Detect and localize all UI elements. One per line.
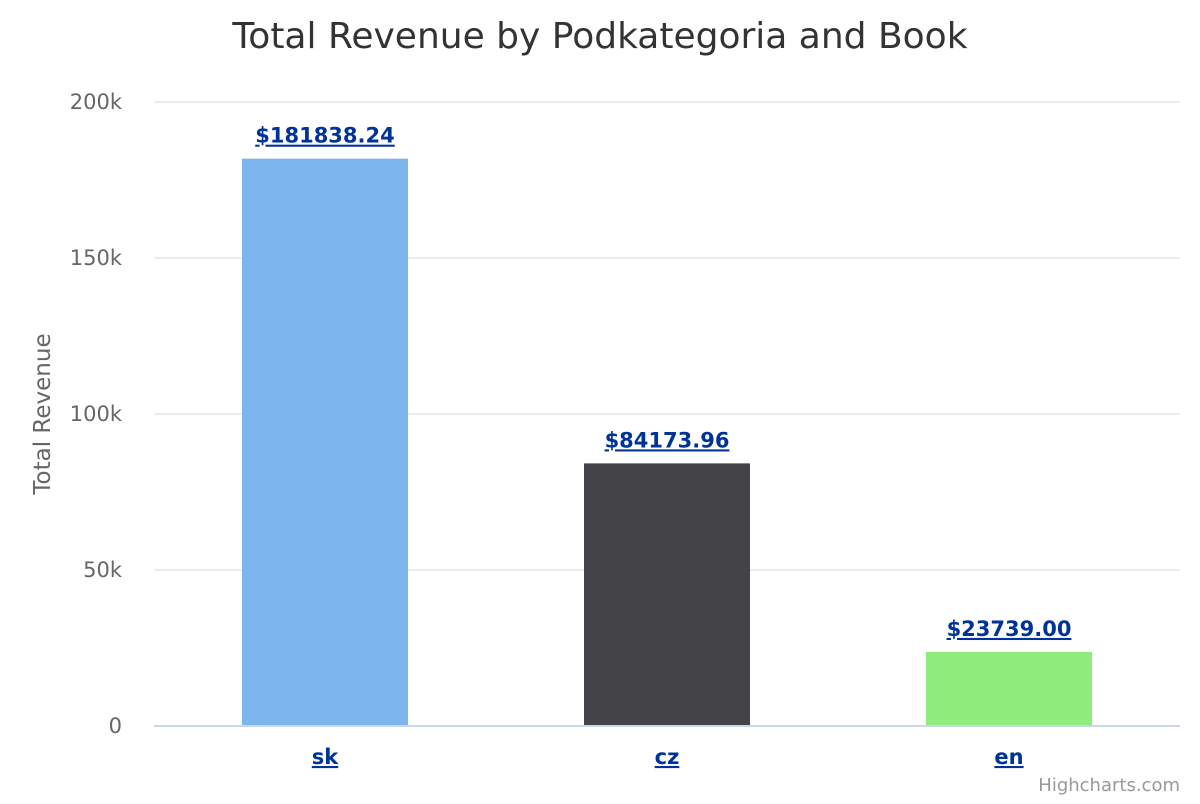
labels: 0 50k 100k 150k 200k $181838.24 sk $84173.96 cz $… <box>70 90 1072 769</box>
data-label-sk[interactable]: $181838.24 <box>255 124 394 148</box>
y-tick-label: 0 <box>109 714 122 738</box>
data-label-en[interactable]: $23739.00 <box>947 617 1072 641</box>
y-axis-title: Total Revenue <box>30 333 56 495</box>
bar-cz[interactable] <box>584 463 750 726</box>
bars <box>242 158 1092 727</box>
chart-title: Total Revenue by Podkategoria and Book <box>231 16 967 57</box>
y-tick-label: 200k <box>70 90 123 114</box>
y-tick-label: 50k <box>83 558 123 582</box>
data-label-cz[interactable]: $84173.96 <box>605 428 730 452</box>
credits-link[interactable]: Highcharts.com <box>1038 775 1180 796</box>
y-tick-label: 150k <box>70 246 123 270</box>
x-tick-label-sk[interactable]: sk <box>312 745 339 769</box>
bar-sk[interactable] <box>242 158 408 727</box>
y-tick-label: 100k <box>70 402 123 426</box>
bar-en[interactable] <box>926 651 1092 726</box>
x-tick-label-en[interactable]: en <box>994 745 1023 769</box>
x-tick-label-cz[interactable]: cz <box>655 745 680 769</box>
